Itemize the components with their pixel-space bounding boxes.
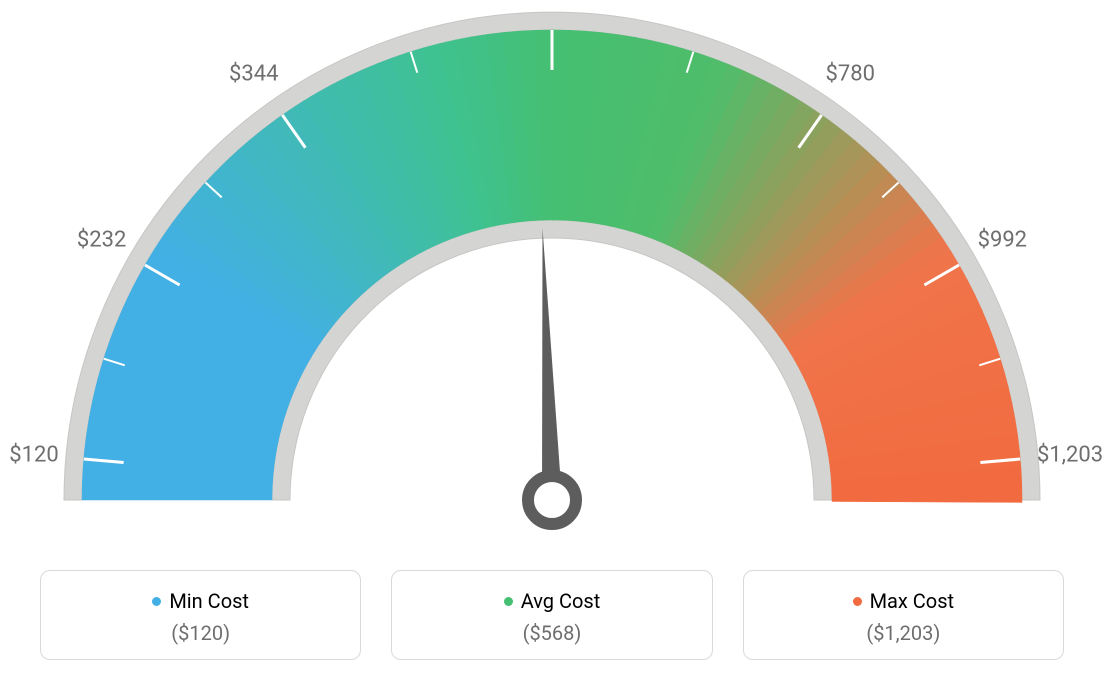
legend-max-label: Max Cost — [870, 589, 955, 613]
legend-row: Min Cost ($120) Avg Cost ($568) Max Cost… — [40, 570, 1064, 660]
dot-icon — [504, 597, 513, 606]
gauge-tick-label: $992 — [978, 228, 1027, 253]
legend-max-value: ($1,203) — [754, 621, 1053, 645]
legend-min-label: Min Cost — [169, 589, 249, 613]
cost-gauge: $120$232$344$568$780$992$1,203 — [0, 0, 1104, 560]
gauge-tick-label: $344 — [229, 62, 278, 87]
gauge-tick-label: $232 — [77, 228, 126, 253]
legend-min-value: ($120) — [51, 621, 350, 645]
dot-icon — [853, 597, 862, 606]
legend-max-title: Max Cost — [853, 589, 955, 613]
gauge-tick-label: $1,203 — [1037, 442, 1103, 467]
legend-avg-value: ($568) — [402, 621, 701, 645]
gauge-tick-label: $120 — [9, 442, 58, 467]
legend-card-min: Min Cost ($120) — [40, 570, 361, 660]
gauge-svg — [0, 0, 1104, 560]
legend-min-title: Min Cost — [152, 589, 249, 613]
legend-card-avg: Avg Cost ($568) — [391, 570, 712, 660]
legend-avg-label: Avg Cost — [521, 589, 601, 613]
dot-icon — [152, 597, 161, 606]
legend-avg-title: Avg Cost — [504, 589, 601, 613]
legend-card-max: Max Cost ($1,203) — [743, 570, 1064, 660]
gauge-tick-label: $780 — [826, 62, 875, 87]
